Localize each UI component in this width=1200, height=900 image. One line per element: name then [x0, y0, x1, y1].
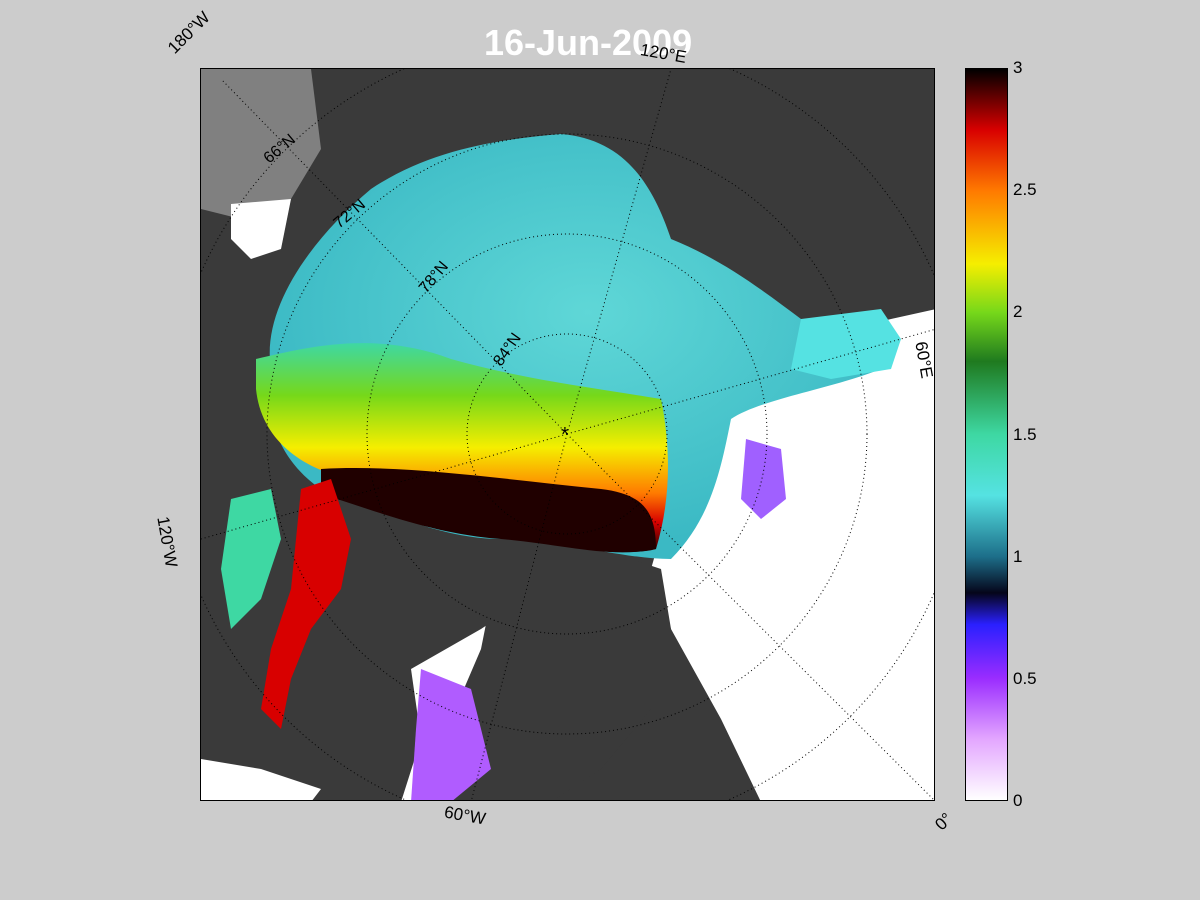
colorbar — [965, 68, 1008, 801]
map-canvas: 66°N 72°N 78°N 84°N * — [201, 69, 934, 800]
meridian-120e — [566, 69, 672, 435]
baffin-thin-ice — [411, 669, 491, 800]
lon-label-180w: 180°W — [164, 7, 214, 58]
lat-circle-78 — [366, 233, 768, 635]
greenland — [441, 539, 671, 800]
colorbar-tick-label: 2.5 — [1013, 180, 1037, 200]
lat-circle-84 — [466, 333, 668, 535]
colorbar-tick-label: 2 — [1013, 302, 1023, 322]
svalbard-thin-ice — [741, 439, 786, 519]
colorbar-tick-label: 3 — [1013, 58, 1023, 77]
kara-sea-ice — [791, 309, 901, 379]
meridian-0 — [566, 433, 934, 800]
graticule — [201, 69, 934, 800]
off-grid-area — [201, 69, 321, 219]
north-pole-marker: * — [561, 424, 569, 446]
colorbar-tick-label: 1 — [1013, 546, 1023, 566]
lon-label-60w: 60°W — [442, 802, 488, 829]
open-water-hudson — [201, 759, 321, 800]
ice-thickest — [321, 468, 656, 553]
colorbar-tick-label: 1.5 — [1013, 424, 1037, 444]
lat-circle-72 — [266, 133, 868, 735]
colorbar-tick-label: 0.5 — [1013, 668, 1037, 688]
archipelago-ice-west — [221, 489, 281, 629]
lon-label-0: 0° — [931, 809, 957, 835]
colorbar-tick-label: 0 — [1013, 791, 1023, 810]
lon-label-120w: 120°W — [153, 515, 181, 569]
date-label: 16-Jun-2009 — [484, 22, 693, 63]
sea-ice-map: 66°N 72°N 78°N 84°N * — [200, 68, 935, 801]
archipelago-channel — [261, 479, 351, 729]
open-water-bering — [231, 199, 291, 259]
meridian-60w — [471, 433, 568, 800]
